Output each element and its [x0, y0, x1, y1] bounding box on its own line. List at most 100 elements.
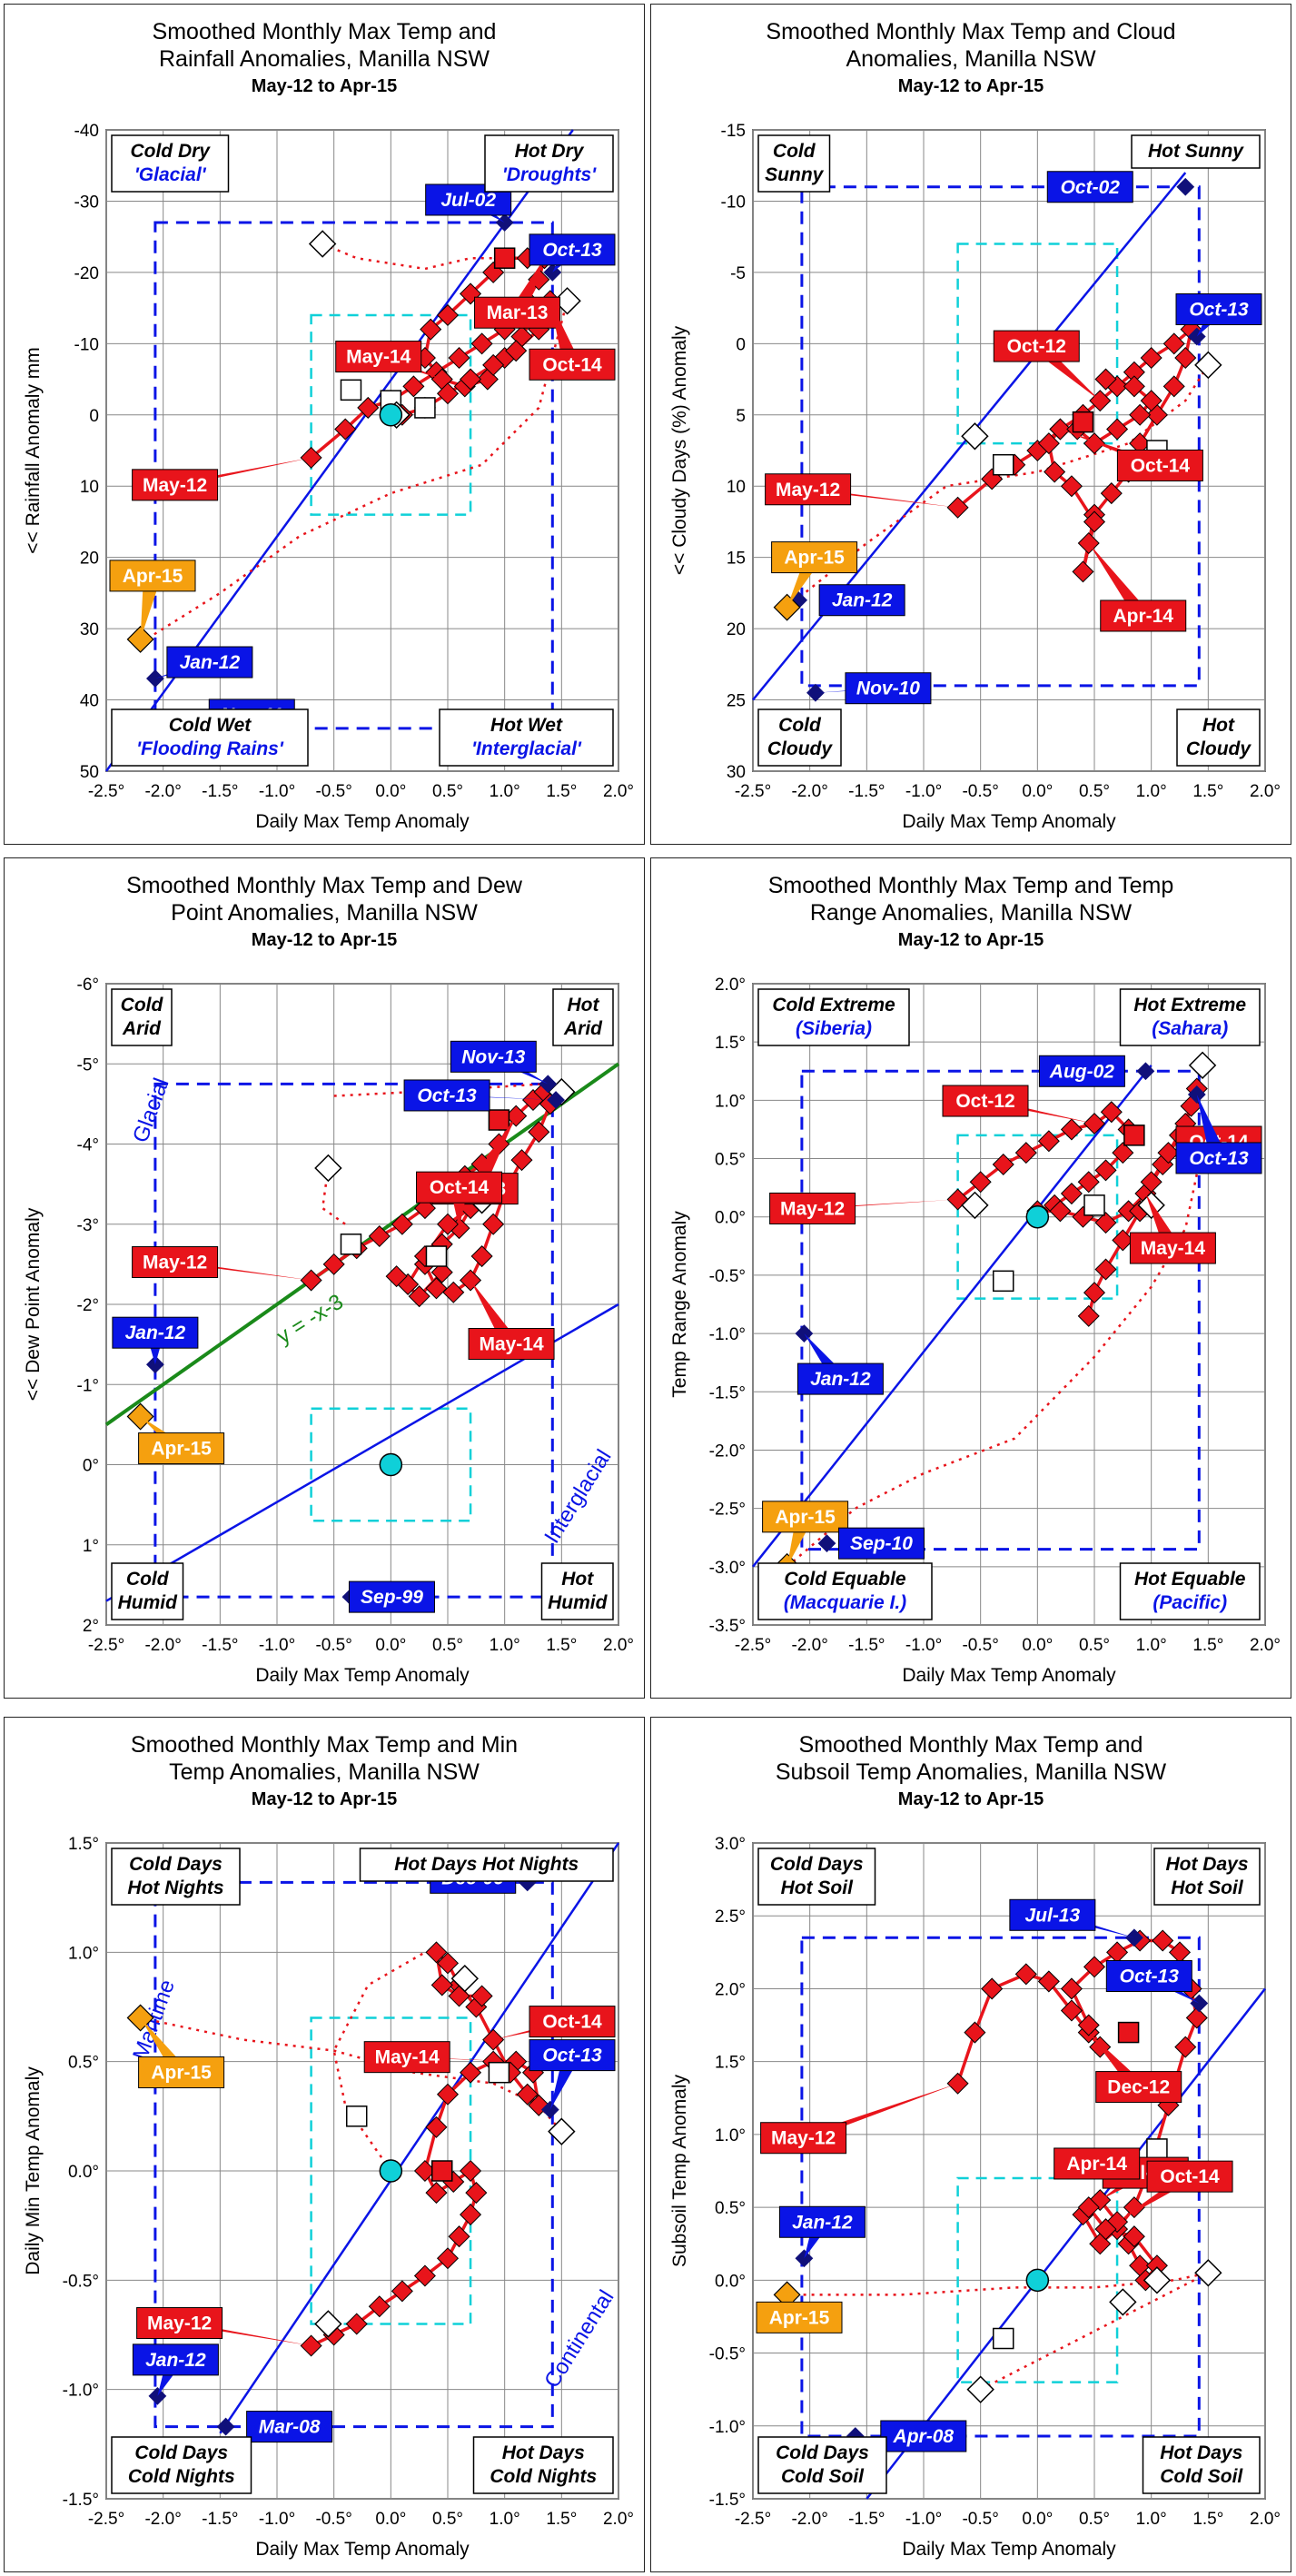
panel-temprange: Smoothed Monthly Max Temp and Temp Range … [650, 857, 1291, 1699]
x-tick-label: -2.0° [144, 2510, 181, 2529]
y-tick-label: -1.5° [709, 2491, 746, 2510]
callout-label: Mar-08 [259, 2417, 321, 2438]
reference-line [752, 1065, 1153, 1568]
series-point [1077, 1171, 1100, 1194]
corner-label: Hot Extreme [1133, 995, 1246, 1016]
callout-label: Sep-10 [850, 1533, 913, 1554]
callout-box [1046, 171, 1133, 203]
chart-title: Smoothed Monthly Max Temp and Min [131, 1732, 518, 1758]
series-point [1174, 347, 1197, 370]
callout-label: May-12 [147, 2313, 212, 2334]
corner-label: Sunny [765, 164, 824, 185]
history-point [1136, 1062, 1155, 1081]
chart-subtitle: May-12 to Apr-15 [898, 76, 1044, 96]
chart-temprange: Smoothed Monthly Max Temp and TempRange … [669, 873, 1281, 1686]
open-diamond-marker [966, 2375, 994, 2403]
callout-label: Oct-13 [1120, 1966, 1180, 1986]
corner-label: Cold Wet [169, 715, 252, 736]
y-tick-label: 2° [83, 1617, 99, 1636]
x-tick-label: -2.5° [735, 2510, 771, 2529]
series-point [516, 2083, 539, 2105]
corner-label-box [111, 1562, 184, 1620]
series-point [1083, 510, 1106, 533]
series-point [1037, 432, 1060, 455]
callout-box [335, 341, 422, 373]
corner-label-box [757, 708, 842, 767]
series-point [1083, 1282, 1106, 1304]
chart-title: Temp Anomalies, Manilla NSW [169, 1759, 480, 1785]
corner-label-box [757, 988, 910, 1046]
series-point [1060, 1999, 1083, 2022]
x-tick-label: -2.0° [144, 1636, 181, 1655]
square-marker [1072, 411, 1094, 433]
callout-box [1116, 449, 1203, 481]
y-tick-label: -1.5° [709, 1383, 746, 1402]
x-tick-label: 1.0° [1136, 782, 1167, 801]
callout-label: Jul-13 [1025, 1905, 1081, 1926]
x-tick-label: -2.5° [735, 782, 771, 801]
x-axis-label: Daily Max Temp Anomaly [255, 1665, 470, 1686]
y-tick-label: 0.0° [715, 1209, 746, 1228]
y-tick-label: 0 [736, 335, 746, 354]
series-point [1145, 2254, 1168, 2277]
series-point [460, 2061, 482, 2084]
callout-box [132, 469, 219, 501]
corner-label: Cold Days [129, 1854, 223, 1875]
series-point [470, 1245, 493, 1268]
callout-label: Apr-15 [151, 1439, 212, 1460]
callout-label: Jul-02 [440, 190, 496, 211]
series-point [1083, 1956, 1106, 1978]
callout-box [450, 1040, 537, 1073]
corner-label: 'Droughts' [502, 164, 597, 185]
open-diamond-marker [1188, 1051, 1217, 1080]
callout-box [1129, 1232, 1216, 1264]
y-tick-label: 1.5° [715, 2054, 746, 2073]
y-tick-label: -0.5° [709, 1267, 746, 1286]
callout-label: Oct-02 [1061, 177, 1121, 198]
y-tick-label: 0.5° [715, 2199, 746, 2218]
series-point [436, 2083, 460, 2105]
x-tick-label: -1.0° [905, 2510, 942, 2529]
corner-label: Hot [1202, 715, 1235, 736]
dotted-trail [786, 364, 1210, 609]
y-tick-label: 0 [89, 407, 99, 426]
y-tick-label: 25 [727, 692, 746, 711]
series-point [1162, 375, 1185, 398]
square-marker [425, 1245, 448, 1267]
chart-title: Point Anomalies, Manilla NSW [171, 900, 478, 926]
corner-label-box [472, 2436, 614, 2494]
y-tick-label: 1.5° [715, 1034, 746, 1053]
y-tick-label: -2.0° [709, 1442, 746, 1461]
series-point [345, 2313, 368, 2335]
corner-label: Humid [548, 1592, 608, 1613]
corner-label: Cold Dry [130, 141, 211, 162]
corner-label-box [111, 134, 230, 193]
y-axis-label: << Rainfall Anomaly mm [23, 347, 44, 554]
series-point [1112, 1142, 1134, 1164]
corner-label: Arid [122, 1018, 162, 1039]
corner-label: Cold Nights [128, 2466, 235, 2487]
origin-point [379, 1452, 403, 1477]
series-point [430, 1261, 453, 1283]
y-tick-label: -0.5° [63, 2272, 99, 2291]
callout-label: Nov-13 [461, 1046, 525, 1067]
series-point [368, 2295, 391, 2318]
callout-label: Oct-13 [417, 1085, 477, 1106]
callout-label: May-14 [375, 2047, 440, 2068]
inner-range-box [310, 1407, 472, 1522]
dotted-trail [980, 2272, 1209, 2391]
series-point [460, 2159, 482, 2183]
corner-label: Hot Days [1160, 2442, 1242, 2463]
square-marker [1083, 1194, 1105, 1216]
x-tick-label: 2.0° [1250, 782, 1281, 801]
callout-box [1175, 292, 1262, 325]
callout-box [468, 1328, 555, 1361]
y-tick-label: -15 [721, 122, 746, 141]
x-tick-label: 0.0° [375, 782, 406, 801]
callout-label: May-12 [776, 480, 840, 500]
callout-box [529, 233, 616, 266]
panel-dewpoint: Smoothed Monthly Max Temp and Dew Point A… [4, 857, 645, 1699]
y-tick-label: -6° [77, 976, 100, 995]
series-point [1060, 1977, 1083, 2000]
